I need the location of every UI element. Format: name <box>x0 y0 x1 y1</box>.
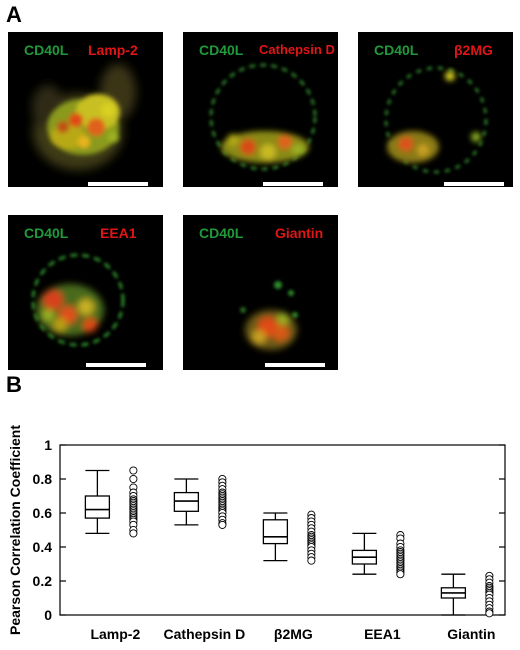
box-plot-chart: 0 0.2 0.4 0.6 0.8 1 Lamp-2 Cathepsin D β2MG EEA1… <box>7 425 506 642</box>
micrograph-b2mg: CD40L β2MG <box>358 32 513 187</box>
data-point <box>485 609 494 618</box>
scale-bar <box>265 363 325 367</box>
box-1 <box>173 478 200 526</box>
micrograph-cathepsin-d-image <box>209 63 317 171</box>
micrograph-eea1-red-label: EEA1 <box>100 225 137 241</box>
x-tick-label: Cathepsin D <box>164 626 246 642</box>
micrograph-b2mg-red-label: β2MG <box>454 42 493 58</box>
plot-frame <box>59 444 506 616</box>
chart-axes <box>59 444 506 616</box>
panel-label-a: A <box>6 2 22 27</box>
micrograph-b2mg-green-label: CD40L <box>374 42 419 58</box>
y-axis-label: Pearson Correlation Coefficient <box>7 425 23 635</box>
box-series <box>84 469 467 616</box>
y-tick-label: 1 <box>44 437 52 453</box>
micrograph-cathepsin-d-green-label: CD40L <box>199 42 244 58</box>
scale-bar <box>263 182 323 186</box>
box-iqr <box>173 491 200 512</box>
micrograph-giantin: CD40L Giantin <box>183 215 338 370</box>
data-point <box>129 474 138 484</box>
micrograph-giantin-red-label: Giantin <box>275 225 324 241</box>
y-tick-label: 0.4 <box>33 539 53 555</box>
data-point <box>129 529 138 538</box>
box-4 <box>440 573 467 616</box>
x-tick-labels: Lamp-2 Cathepsin D β2MG EEA1 Giantin <box>90 626 495 642</box>
micrograph-cathepsin-d: CD40L Cathepsin D <box>183 32 338 187</box>
y-ticks: 0 0.2 0.4 0.6 0.8 1 <box>33 437 505 623</box>
x-tick-label: EEA1 <box>364 626 401 642</box>
x-tick-label: Lamp-2 <box>90 626 140 642</box>
scale-bar <box>88 182 148 186</box>
point-series <box>129 466 494 618</box>
box-iqr <box>84 495 111 519</box>
micrograph-lamp2-red-label: Lamp-2 <box>88 42 138 58</box>
y-tick-label: 0.8 <box>33 471 53 487</box>
micrograph-eea1-green-label: CD40L <box>24 225 69 241</box>
box-iqr <box>262 519 289 545</box>
scale-bar <box>444 182 504 186</box>
micrograph-b2mg-image <box>384 66 488 174</box>
micrograph-eea1-image <box>31 253 125 347</box>
micrograph-eea1: CD40L EEA1 <box>8 215 163 370</box>
data-point <box>396 570 405 579</box>
micrograph-giantin-image <box>240 281 298 350</box>
scale-bar <box>86 363 146 367</box>
y-tick-label: 0.6 <box>33 505 53 521</box>
data-point <box>218 520 227 529</box>
micrograph-giantin-green-label: CD40L <box>199 225 244 241</box>
y-tick-label: 0.2 <box>33 573 53 589</box>
data-point <box>307 556 316 565</box>
box-2 <box>262 512 289 562</box>
y-tick-label: 0 <box>44 607 52 623</box>
data-point <box>129 466 138 475</box>
x-tick-label: Giantin <box>447 626 495 642</box>
micrograph-lamp2-green-label: CD40L <box>24 42 69 58</box>
panel-label-b: B <box>6 372 22 397</box>
x-tick-label: β2MG <box>274 626 313 642</box>
box-0 <box>84 469 111 535</box>
micrograph-lamp2-image <box>32 64 136 170</box>
micrograph-lamp2: CD40L Lamp-2 <box>8 32 163 187</box>
box-3 <box>351 532 378 575</box>
micrograph-cathepsin-d-red-label: Cathepsin D <box>259 42 335 57</box>
